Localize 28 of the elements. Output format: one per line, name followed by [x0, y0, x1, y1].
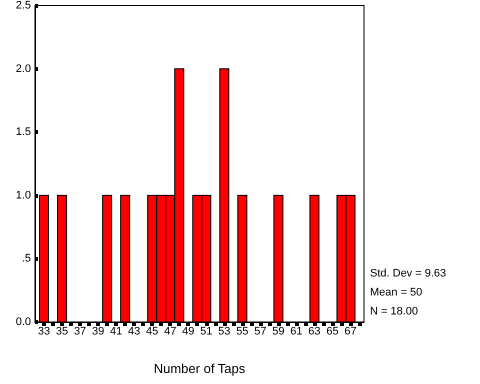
x-tick-label: 39	[92, 326, 104, 338]
y-tick-label: 2.0	[16, 62, 31, 75]
x-tick-label: 37	[74, 326, 86, 338]
x-tick-label: 33	[38, 326, 50, 338]
x-tick-label: 35	[56, 326, 68, 338]
y-tick-label: .5	[22, 252, 31, 265]
x-tick-label: 59	[272, 326, 284, 338]
x-tick-label: 57	[254, 326, 266, 338]
x-tick-label: 63	[308, 326, 321, 338]
y-tick-label: 2.5	[16, 0, 31, 12]
x-tick-label: 55	[236, 326, 248, 338]
y-tick-label: 1.5	[16, 126, 31, 138]
x-tick-label: 53	[218, 326, 230, 338]
x-tick-label: 41	[110, 326, 122, 338]
y-tick-label: 0.0	[16, 316, 31, 328]
x-tick-label: 45	[146, 326, 158, 338]
x-tick-label: 51	[200, 326, 212, 338]
x-tick-label: 61	[290, 326, 303, 338]
text: Std. Dev = 9.63	[370, 268, 446, 280]
x-tick-label: 43	[128, 326, 140, 338]
text: N = 18.00	[370, 306, 418, 318]
x-tick-label: 47	[164, 326, 176, 338]
x-tick-label: 49	[182, 326, 194, 338]
text: Mean = 50	[370, 286, 422, 298]
x-tick-label: 67	[344, 326, 357, 338]
x-tick-label: 65	[326, 326, 339, 338]
y-tick-label: 1.0	[16, 189, 31, 202]
x-axis-title: Number of Taps	[154, 361, 246, 376]
